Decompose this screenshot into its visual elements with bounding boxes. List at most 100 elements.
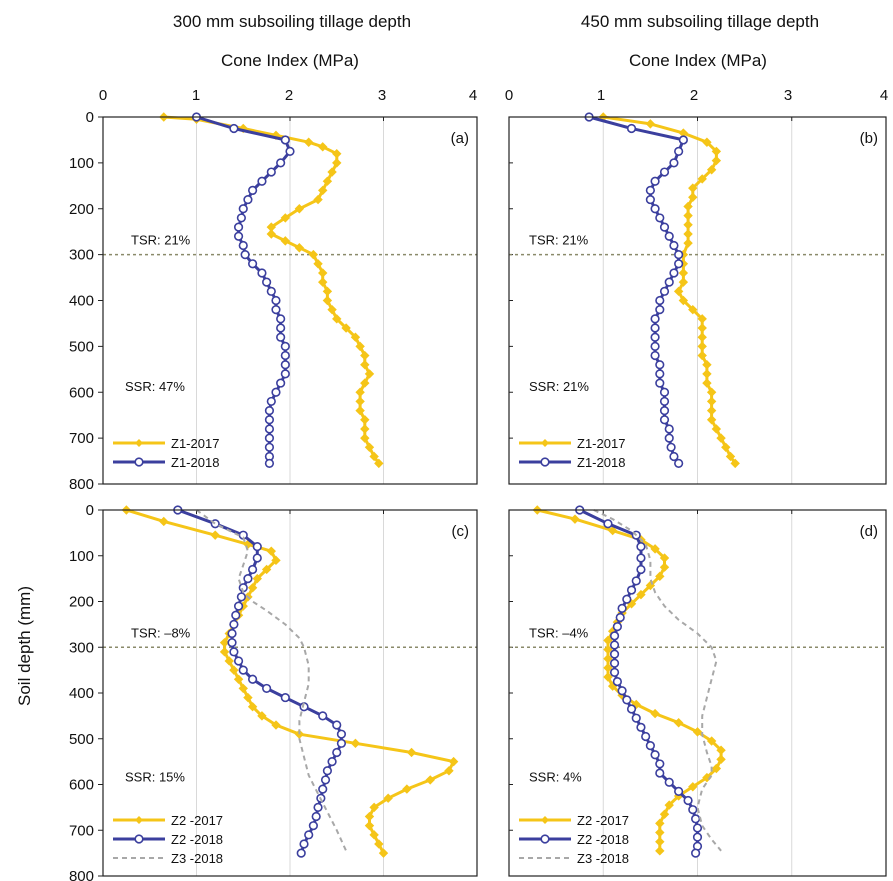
y-axis-title: Soil depth (mm): [15, 586, 34, 706]
series-line: [593, 509, 722, 852]
data-point: [659, 562, 670, 572]
data-point: [669, 240, 679, 251]
data-point: [706, 396, 717, 407]
data-point: [229, 619, 239, 629]
y-tick-label: 800: [69, 868, 94, 881]
data-point: [280, 692, 290, 703]
data-point: [655, 827, 665, 838]
data-point: [730, 458, 740, 469]
legend-marker: [134, 457, 144, 467]
data-point: [264, 458, 275, 468]
data-point: [402, 784, 412, 794]
legend-marker: [541, 816, 549, 824]
x-tick-label: 1: [597, 87, 605, 104]
data-point: [252, 541, 262, 552]
y-tick-label: 400: [69, 293, 94, 310]
y-tick-label: 100: [69, 155, 94, 172]
panel-tag: (c): [452, 523, 470, 540]
data-point: [327, 304, 337, 315]
y-tick-label: 800: [69, 476, 94, 493]
data-point: [252, 553, 262, 563]
data-point: [609, 649, 620, 659]
data-point: [688, 782, 698, 792]
data-point: [674, 458, 684, 468]
data-point: [683, 795, 693, 806]
data-point: [448, 756, 459, 767]
data-point: [227, 628, 237, 639]
data-point: [252, 573, 262, 584]
data-point: [711, 146, 722, 157]
data-point: [636, 564, 646, 575]
x-tick-label: 2: [690, 87, 698, 104]
panel-d: (d) TSR: –4% SSR: 4% Z2 -2017 Z2 -2018 Z3 -20…: [508, 505, 887, 877]
x-tick-label: 4: [880, 87, 888, 104]
data-point: [240, 250, 250, 260]
series-z1-2018: [191, 112, 295, 468]
data-point: [603, 635, 613, 646]
data-point: [336, 738, 347, 748]
data-point: [369, 802, 379, 813]
x-axis-title-left: Cone Index (MPa): [221, 51, 359, 70]
y-tick-label: 300: [69, 639, 94, 656]
data-point: [332, 158, 342, 168]
y-tick-label: 100: [69, 548, 94, 565]
data-point: [276, 332, 286, 342]
data-point: [261, 564, 272, 575]
data-point: [692, 727, 703, 737]
annotation-ssr: SSR: 47%: [125, 379, 185, 394]
x-tick-label: 3: [784, 87, 792, 104]
data-point: [711, 424, 722, 434]
data-point: [271, 720, 281, 730]
data-point: [688, 304, 698, 315]
data-point: [224, 656, 234, 666]
data-point: [364, 442, 375, 453]
data-point: [655, 818, 665, 829]
data-point: [276, 378, 286, 388]
data-point: [266, 546, 277, 556]
y-tick-label: 400: [69, 685, 94, 702]
panel-a: 0 100 200 300 400 500 600 700 800 (a) TSR: 21% SSR:…: [69, 109, 478, 493]
data-point: [716, 754, 726, 765]
data-point: [276, 314, 286, 324]
data-point: [327, 757, 337, 767]
data-point: [697, 174, 707, 184]
data-point: [636, 589, 646, 600]
data-point: [159, 516, 169, 527]
series-z1-2018: [584, 112, 688, 468]
data-point: [266, 229, 277, 239]
data-point: [332, 720, 342, 730]
data-point: [271, 305, 281, 315]
y-tick-label: 200: [69, 201, 94, 218]
data-point: [706, 736, 717, 746]
x-tick-label: 2: [285, 87, 293, 104]
data-point: [603, 644, 613, 655]
panel-frame: [508, 116, 887, 485]
data-point: [645, 185, 655, 195]
data-point: [444, 766, 454, 776]
data-point: [650, 341, 660, 351]
data-point: [617, 686, 627, 696]
data-point: [374, 839, 384, 849]
data-point: [674, 250, 684, 260]
data-point: [425, 775, 435, 785]
data-point: [355, 405, 365, 416]
data-point: [650, 708, 660, 719]
x-tick-label: 3: [378, 87, 386, 104]
data-point: [219, 647, 230, 657]
data-point: [236, 592, 246, 602]
series-z1-2017: [159, 112, 384, 469]
data-point: [697, 332, 707, 342]
data-point: [650, 323, 660, 333]
legend-label: Z1-2018: [171, 455, 219, 470]
data-point: [669, 451, 679, 462]
annotation-ssr: SSR: 15%: [125, 769, 185, 784]
data-point: [360, 360, 370, 370]
data-point: [364, 369, 375, 379]
panels-layer: 0 100 200 300 400 500 600 700 800 (a) TSR: 21% SSR:…: [69, 109, 887, 881]
data-point: [318, 185, 328, 196]
data-point: [238, 240, 248, 251]
legend: Z2 -2017 Z2 -2018 Z3 -2018: [519, 813, 629, 866]
data-point: [655, 846, 665, 856]
y-tick-label: 500: [69, 731, 94, 748]
y-tick-label: 600: [69, 384, 94, 401]
